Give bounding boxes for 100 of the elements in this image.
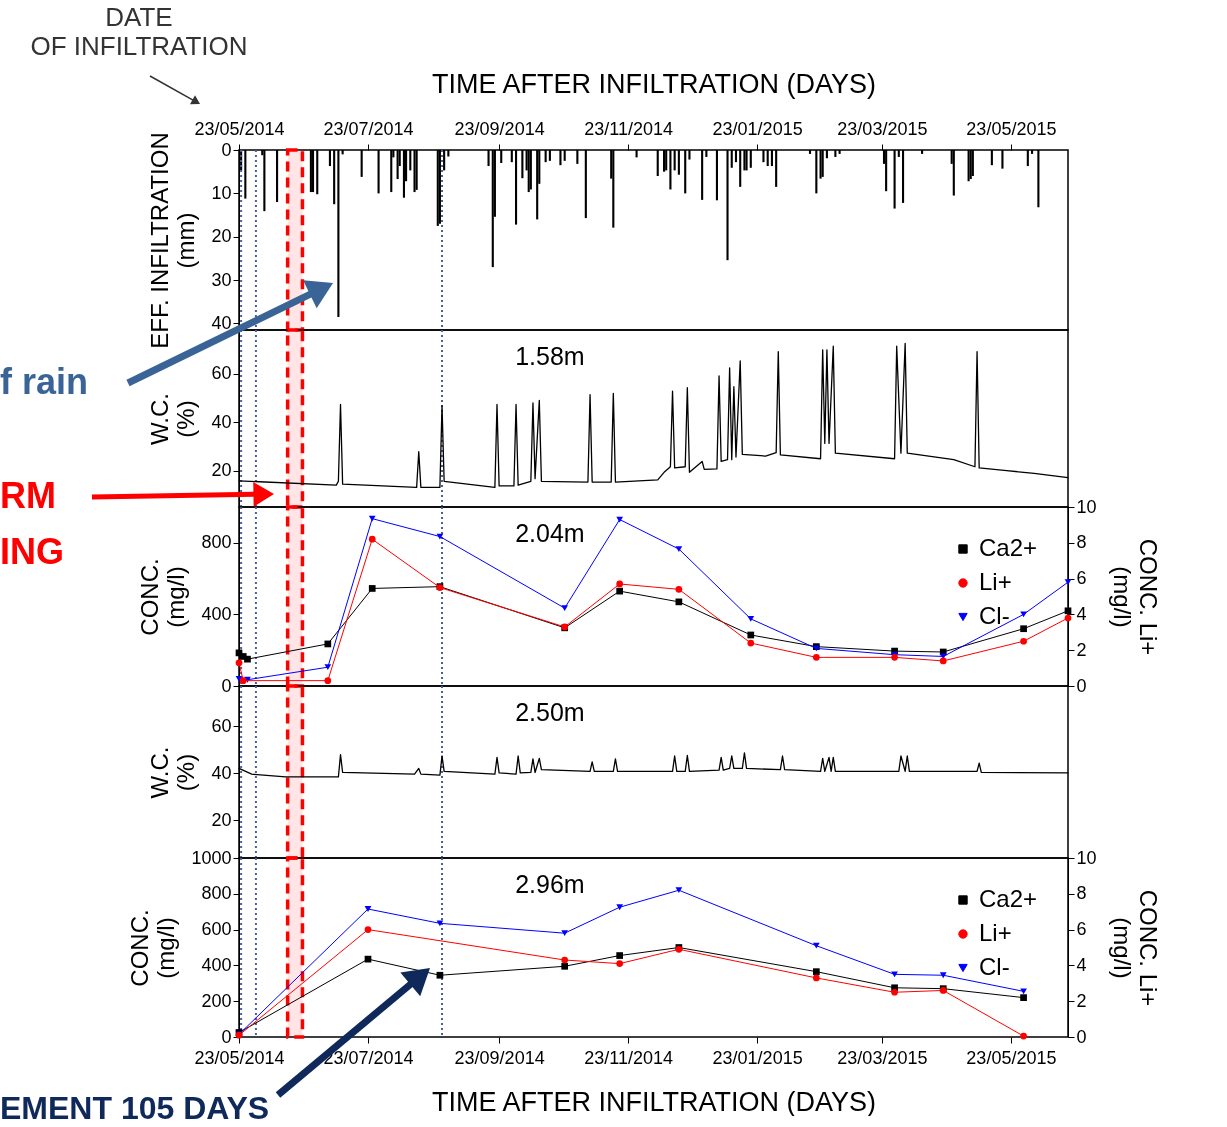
y-tick-label: 20 — [211, 226, 232, 247]
x2-tick-label: 23/07/2014 — [323, 118, 414, 139]
y-axis-title: CONC. (mg/l) — [126, 909, 180, 987]
y-tick-label: 400 — [201, 954, 232, 975]
y2-tick-label: 4 — [1076, 954, 1087, 975]
point — [616, 904, 624, 911]
point — [364, 906, 372, 912]
x-tick-label: 23/11/2014 — [584, 1047, 674, 1068]
x-tick-label: 23/07/2014 — [323, 1047, 414, 1068]
text: 2.50m — [515, 698, 585, 726]
y2-tick-label: 8 — [1076, 883, 1087, 904]
point — [675, 546, 683, 552]
point — [324, 640, 332, 648]
point — [675, 887, 683, 894]
point — [1020, 637, 1027, 645]
point — [1064, 579, 1072, 586]
x-axis-title: TIME AFTER INFILTRATION (DAYS) — [431, 1086, 877, 1117]
y-tick-label: 10 — [211, 182, 232, 203]
point — [1020, 1032, 1027, 1040]
point — [675, 585, 683, 593]
y-tick-label: 30 — [211, 269, 232, 290]
y-tick-label: 40 — [211, 312, 232, 333]
point — [939, 972, 947, 979]
point — [368, 535, 376, 543]
y-tick-label: 20 — [211, 809, 232, 830]
y2-axis-title: CONC. Li+ (mg/l) — [1108, 889, 1162, 1007]
point — [324, 664, 332, 671]
point — [616, 587, 624, 595]
point — [812, 654, 820, 661]
y2-tick-label: 0 — [1076, 675, 1087, 696]
legend-label: Ca2+ — [979, 885, 1038, 912]
point — [1064, 614, 1072, 622]
text: 2.04m — [515, 519, 585, 547]
point — [561, 956, 569, 964]
point — [436, 920, 444, 927]
y-tick-label: 40 — [211, 762, 232, 783]
point — [812, 968, 820, 976]
y-tick-label: 400 — [201, 603, 232, 624]
x2-tick-label: 23/03/2015 — [837, 118, 928, 139]
y-tick-label: 1000 — [191, 847, 232, 868]
y-axis-title: W.C. (%) — [146, 746, 200, 799]
point — [561, 930, 569, 937]
y-tick-label: 200 — [201, 990, 232, 1011]
x-tick-label: 23/03/2015 — [837, 1047, 928, 1068]
text: DATE OF INFILTRATION — [29, 2, 249, 61]
point — [812, 942, 820, 949]
legend-label: Li+ — [979, 919, 1012, 946]
x-tick-label: 23/05/2015 — [966, 1047, 1057, 1068]
y-tick-label: 0 — [221, 675, 232, 696]
y2-tick-label: 2 — [1076, 639, 1087, 660]
text: f rain — [0, 361, 89, 402]
y2-tick-label: 2 — [1076, 990, 1087, 1011]
point — [1064, 607, 1072, 615]
point — [364, 926, 372, 933]
y2-tick-label: 6 — [1076, 568, 1087, 589]
point — [616, 960, 624, 967]
legend-label: Cl- — [979, 953, 1010, 980]
x2-axis-title: TIME AFTER INFILTRATION (DAYS) — [431, 68, 877, 99]
point — [616, 952, 624, 959]
y-axis-title: W.C. (%) — [146, 393, 200, 445]
y-tick-label: 40 — [211, 411, 232, 432]
y2-tick-label: 8 — [1076, 532, 1087, 553]
y-axis-title: CONC. (mg/l) — [136, 558, 190, 636]
point — [747, 615, 755, 622]
point — [812, 974, 820, 982]
legend-label: Ca2+ — [979, 534, 1038, 561]
point — [561, 962, 569, 970]
text: ING — [0, 531, 65, 572]
point — [235, 659, 243, 667]
y-tick-label: 600 — [201, 919, 232, 940]
point — [1020, 611, 1027, 618]
point — [368, 585, 376, 592]
y2-tick-label: 6 — [1076, 919, 1087, 940]
y-tick-label: 800 — [201, 532, 232, 553]
y2-tick-label: 10 — [1076, 847, 1097, 868]
x2-tick-label: 23/05/2015 — [966, 118, 1057, 139]
y-tick-label: 20 — [211, 460, 232, 481]
point — [324, 677, 332, 684]
x2-tick-label: 23/05/2014 — [194, 118, 285, 139]
point — [747, 639, 755, 647]
point — [891, 988, 898, 996]
text: EMENT 105 DAYS — [0, 1090, 270, 1127]
point — [561, 605, 569, 612]
x2-tick-label: 23/01/2015 — [712, 118, 803, 139]
point — [1020, 994, 1027, 1001]
point — [1020, 625, 1027, 633]
point — [239, 677, 247, 684]
x-tick-label: 23/01/2015 — [712, 1047, 803, 1068]
point — [368, 515, 376, 522]
y-tick-label: 60 — [211, 715, 232, 736]
text: 1.58m — [515, 342, 585, 370]
point — [244, 655, 251, 663]
y2-tick-label: 4 — [1076, 603, 1087, 624]
y-tick-label: 0 — [221, 1026, 232, 1047]
y2-axis-title: CONC. Li+ (mg/l) — [1108, 538, 1162, 656]
point — [616, 580, 624, 588]
point — [747, 631, 755, 639]
text: RM — [0, 475, 56, 516]
text: 2.96m — [515, 870, 585, 898]
point — [436, 971, 444, 979]
